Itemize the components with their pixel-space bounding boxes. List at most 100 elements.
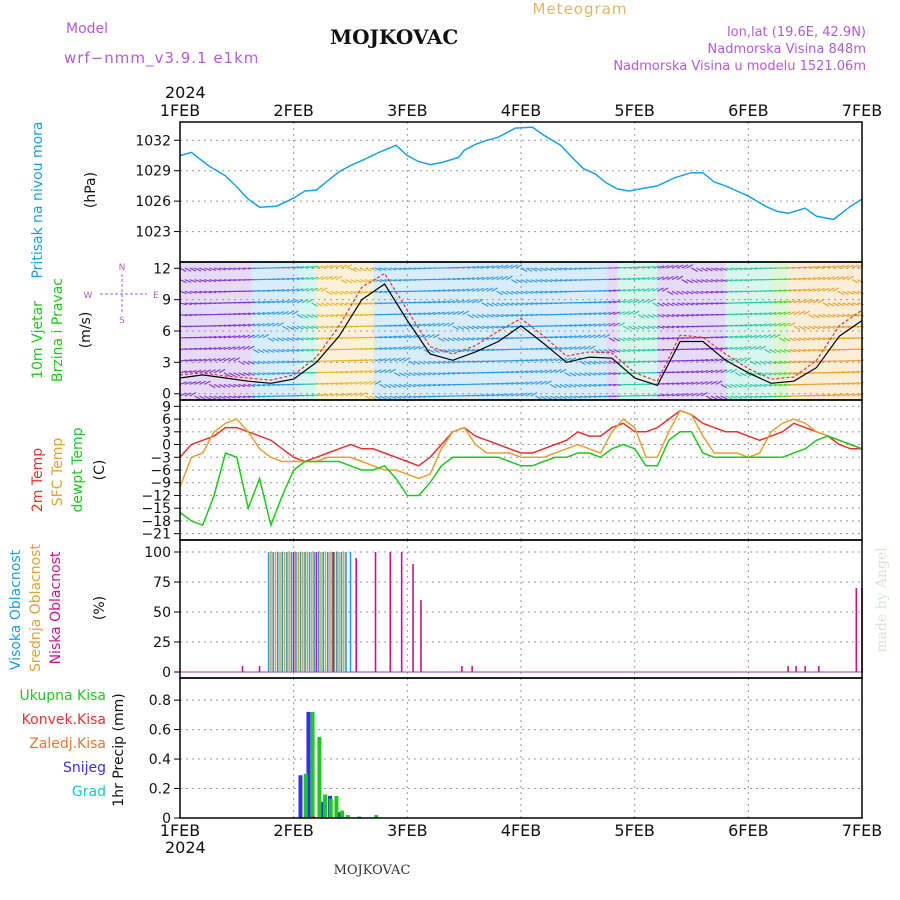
wind-arrow — [277, 348, 285, 353]
wind-arrow — [262, 300, 270, 304]
wind-arrow — [705, 380, 713, 385]
wind-arrow — [530, 381, 538, 385]
wind-arrow — [676, 382, 684, 385]
wind-arrow — [438, 383, 446, 387]
wind-arrow — [783, 383, 792, 386]
wind-arrow — [408, 372, 416, 377]
wind-arrow — [744, 323, 753, 327]
wind-arrow — [842, 302, 850, 307]
wind-arrow — [233, 312, 241, 316]
wind-arrow — [788, 372, 796, 375]
wind-arrow — [291, 299, 299, 304]
wind-arrow — [671, 264, 679, 269]
wind-arrow — [730, 395, 738, 400]
wind-arrow — [652, 265, 660, 269]
wind-arrow — [696, 279, 704, 283]
wind-arrow — [559, 324, 567, 327]
wind-arrow — [296, 325, 304, 330]
wind-arrow — [681, 392, 689, 397]
wind-arrow — [613, 322, 621, 327]
wind-arrow — [433, 311, 441, 316]
wind-arrow — [525, 392, 533, 397]
pressure-label: Pritisak na nivou mora — [30, 121, 46, 278]
wind-arrow — [754, 345, 762, 350]
y-tick-label: 0.6 — [149, 723, 171, 739]
wind-arrow — [413, 301, 421, 304]
footer-station: MOJKOVAC — [334, 863, 411, 878]
wind-arrow — [696, 370, 704, 374]
wind-arrow — [837, 302, 845, 307]
wind-arrow — [559, 383, 567, 388]
wind-arrow — [842, 337, 850, 340]
wind-arrow — [808, 299, 815, 304]
wind-arrow — [623, 277, 631, 281]
wind-arrow — [243, 372, 250, 376]
wind-arrow — [759, 312, 767, 316]
wind-arrow — [311, 394, 319, 397]
wind-arrow — [252, 301, 261, 304]
wind-arrow — [769, 334, 776, 339]
wind-arrow — [296, 348, 304, 352]
wind-arrow — [364, 369, 372, 374]
precip-unit: 1hr Precip (mm) — [111, 693, 127, 806]
wind-arrow — [618, 322, 625, 327]
wind-arrow — [311, 276, 319, 281]
wind-arrow — [223, 395, 231, 399]
wind-arrow — [277, 322, 284, 327]
wind-arrow — [228, 357, 236, 362]
wind-arrow — [754, 334, 762, 339]
wind-arrow — [535, 369, 543, 374]
wind-band — [606, 262, 618, 400]
wind-arrow — [301, 288, 309, 292]
wind-arrow — [813, 276, 821, 281]
wind-arrow — [209, 336, 217, 339]
wind-arrow — [438, 372, 446, 375]
wind-arrow — [574, 372, 582, 377]
precip-total-bar — [303, 773, 308, 818]
wind-arrow — [847, 275, 854, 281]
wind-arrow — [286, 310, 294, 316]
wind-arrow — [340, 392, 348, 397]
precip-snow-bar — [337, 812, 342, 818]
wind-arrow — [774, 289, 782, 292]
wind-arrow — [623, 310, 630, 316]
wind-arrow — [462, 337, 470, 341]
wind-arrow — [608, 337, 616, 342]
wind-arrow — [287, 372, 295, 375]
wind-arrow — [442, 300, 450, 304]
wind-arrow — [701, 358, 709, 362]
wind-arrow — [725, 279, 733, 282]
wind-arrow — [671, 371, 680, 374]
wind-arrow — [374, 290, 382, 294]
wind-arrow — [209, 290, 217, 293]
pressure-panel-frame — [179, 121, 863, 263]
year-bottom: 2024 — [165, 838, 206, 857]
wind-arrow — [228, 335, 236, 339]
wind-arrow — [574, 346, 582, 350]
wind-arrow — [701, 347, 709, 350]
wind-arrow — [506, 264, 513, 269]
wind-arrow — [437, 311, 445, 316]
wind-arrow — [457, 266, 465, 269]
wind-arrow — [852, 381, 860, 385]
wind-arrow — [208, 383, 216, 389]
altitude-text: Nadmorska Visina 848m — [708, 42, 867, 57]
wind-arrow — [749, 345, 757, 350]
wind-arrow — [481, 325, 489, 329]
wind-arrow — [394, 279, 402, 282]
wind-arrow — [681, 279, 689, 284]
wind-arrow — [686, 314, 694, 317]
wind-arrow — [364, 395, 372, 400]
wind-arrow — [808, 348, 816, 352]
wind-arrow — [666, 290, 674, 296]
wind-arrow — [564, 372, 572, 377]
wind-arrow — [720, 290, 728, 293]
wind-arrow — [676, 275, 684, 281]
wind-arrow — [559, 335, 567, 339]
wind-arrow — [725, 395, 733, 400]
y-tick-label: 6 — [162, 324, 171, 340]
wind-arrow — [326, 382, 334, 385]
wind-arrow — [593, 383, 601, 387]
wind-arrow — [783, 311, 791, 316]
wind-arrow — [710, 358, 718, 362]
